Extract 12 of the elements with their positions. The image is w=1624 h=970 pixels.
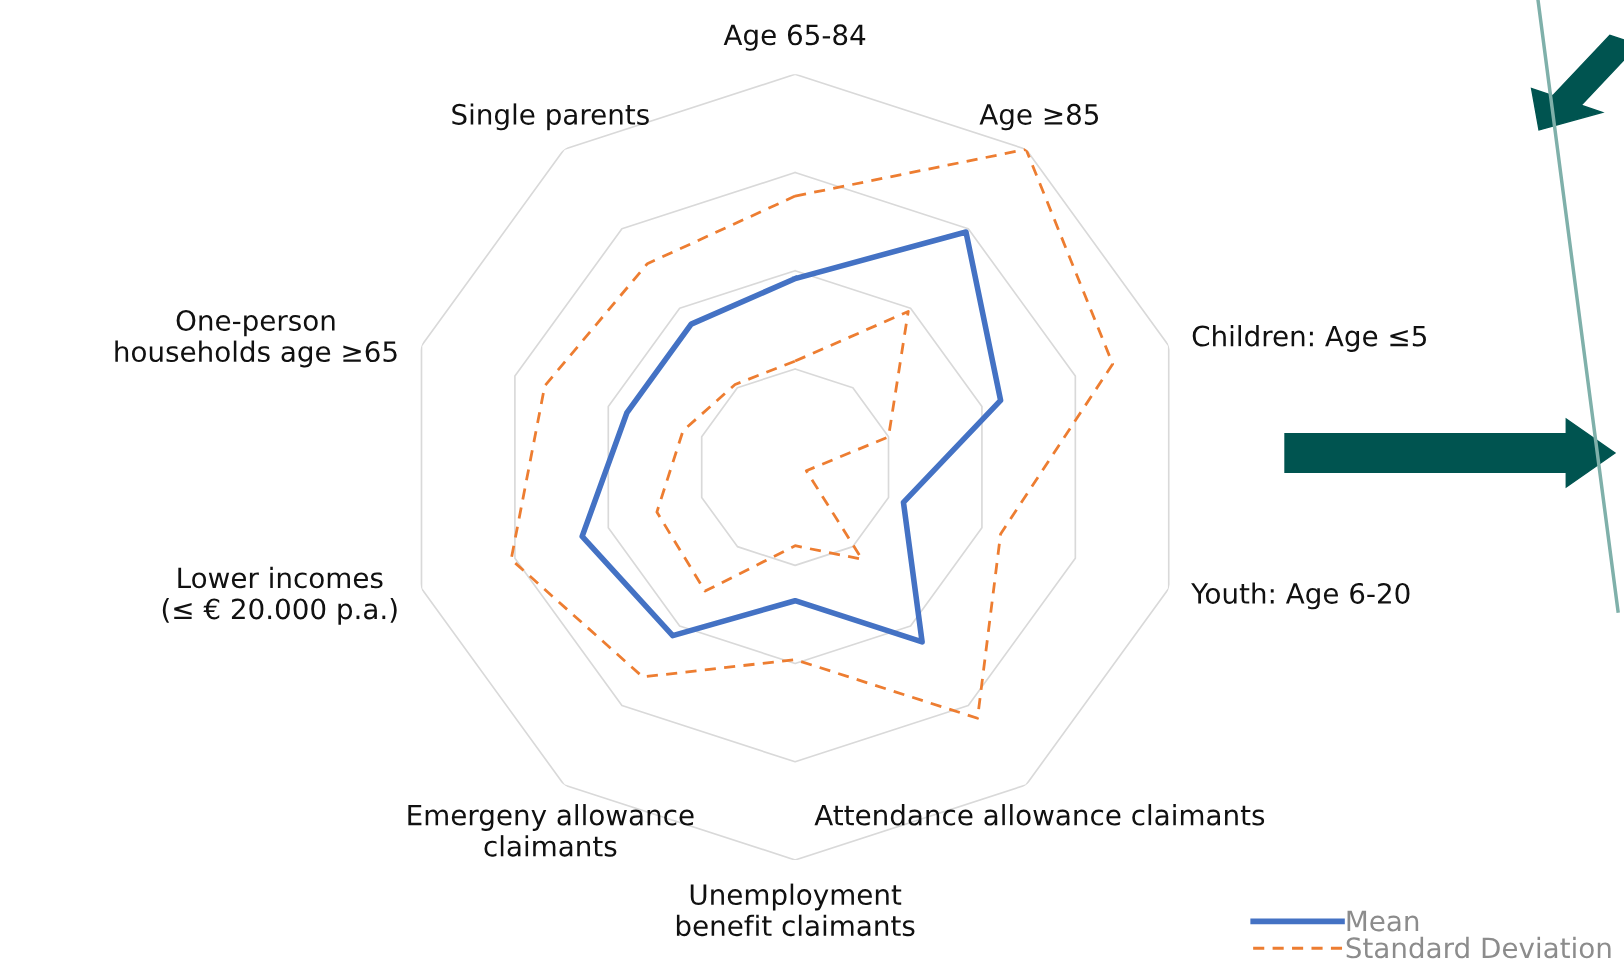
legend-label: Standard Deviation	[1346, 936, 1611, 959]
spoke-label: Emergeny allowance claimants	[408, 804, 694, 857]
spoke-label: Youth: Age 6-20	[1191, 582, 1410, 610]
spoke-label: Unemployment benefit claimants	[676, 883, 915, 937]
spoke-label: Lower incomes (≤ € 20.000 p.a.)	[162, 566, 397, 625]
spoke-label: Age 65-84	[723, 24, 866, 51]
spoke-label: Children: Age ≤5	[1192, 325, 1426, 352]
spoke-label: Single parents	[452, 103, 649, 131]
spoke-label: Age ≥85	[979, 103, 1099, 131]
spoke-label: One-person households age ≥65	[115, 309, 397, 368]
spoke-label: Attendance allowance claimants	[814, 804, 1265, 826]
legend-label: Mean	[1347, 910, 1419, 932]
